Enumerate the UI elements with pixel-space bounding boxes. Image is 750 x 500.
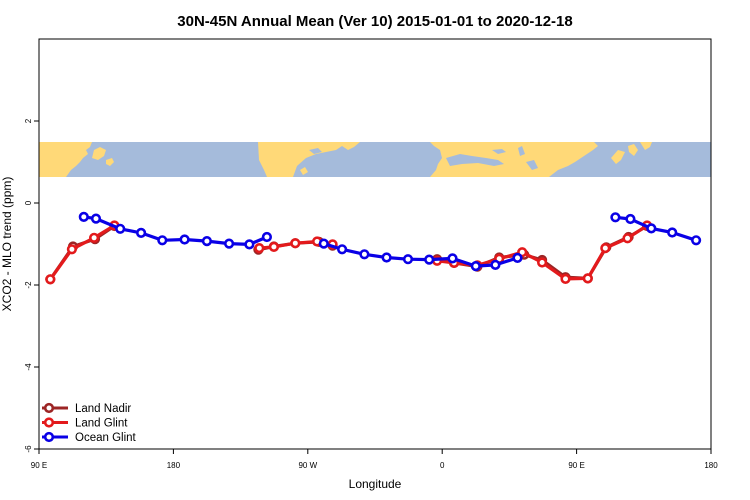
data-point-ocean-glint	[625, 213, 636, 225]
data-point-ocean-glint	[115, 223, 126, 234]
legend-label-land-nadir: Land Nadir	[75, 403, 131, 415]
data-point-ocean-glint	[690, 235, 702, 246]
map-strip-background	[39, 142, 711, 177]
x-tick-label: 90 E	[31, 461, 47, 470]
series-line-land-glint	[49, 224, 116, 281]
data-point-land-glint	[600, 243, 611, 254]
y-tick-label: -2	[24, 281, 33, 289]
x-tick-label: 180	[167, 461, 181, 470]
data-point-ocean-glint	[179, 234, 190, 245]
data-point-ocean-glint	[470, 261, 481, 272]
data-point-land-glint	[268, 241, 280, 252]
data-point-ocean-glint	[136, 227, 147, 238]
y-tick-label: -6	[24, 445, 33, 453]
y-tick-label: 0	[24, 200, 33, 205]
data-point-ocean-glint	[667, 227, 678, 238]
data-point-land-glint	[622, 233, 633, 244]
data-point-land-glint	[66, 244, 77, 255]
series-line-land-nadir	[48, 224, 116, 281]
y-tick-label: 2	[24, 118, 33, 123]
legend-label-ocean-glint: Ocean Glint	[75, 432, 137, 444]
series-line-land-glint	[436, 224, 648, 281]
data-point-land-glint	[254, 243, 265, 254]
data-point-ocean-glint	[78, 211, 89, 222]
data-point-ocean-glint	[490, 259, 501, 271]
series-line-land-nadir	[436, 224, 648, 280]
plot-frame	[38, 38, 712, 450]
data-point-ocean-glint	[261, 231, 273, 243]
legend: Land Nadir Land Glint Ocean Glint	[42, 402, 137, 444]
data-point-ocean-glint	[244, 239, 255, 250]
x-tick-label: 0	[440, 461, 445, 470]
data-point-ocean-glint	[90, 213, 102, 224]
data-point-land-glint	[582, 273, 593, 284]
axes: 90 E 180 90 W 0 90 E 180 -6 -4 -2 0 2	[24, 118, 718, 470]
data-point-ocean-glint	[224, 238, 235, 249]
legend-label-land-glint: Land Glint	[75, 418, 128, 430]
y-tick-label: -4	[24, 363, 33, 371]
data-point-ocean-glint	[157, 235, 168, 246]
data-point-ocean-glint	[424, 254, 435, 265]
chart-title: 30N-45N Annual Mean (Ver 10) 2015-01-01 …	[177, 13, 572, 30]
map-strip-land	[39, 142, 652, 177]
legend-marker-land-nadir	[43, 402, 55, 414]
data-point-land-glint	[536, 257, 548, 268]
x-tick-label: 180	[704, 461, 718, 470]
data-point-ocean-glint	[359, 249, 370, 260]
x-tick-label: 90 W	[298, 461, 317, 470]
data-point-land-glint	[560, 273, 571, 285]
data-point-ocean-glint	[646, 223, 657, 234]
series-layer	[45, 211, 702, 285]
data-point-ocean-glint	[381, 252, 392, 263]
data-point-land-glint	[45, 274, 56, 285]
data-point-ocean-glint	[337, 244, 348, 255]
data-point-ocean-glint	[201, 236, 212, 247]
x-tick-label: 90 E	[568, 461, 584, 470]
legend-marker-land-glint	[43, 417, 55, 428]
series-line-ocean-glint	[83, 215, 268, 246]
data-point-ocean-glint	[318, 238, 329, 249]
data-point-land-glint	[290, 238, 301, 249]
series-ocean-glint	[78, 211, 702, 272]
y-axis-label: XCO2 - MLO trend (ppm)	[0, 177, 14, 312]
map-strip-seas	[309, 146, 538, 170]
series-line-ocean-glint	[323, 242, 518, 268]
data-point-ocean-glint	[610, 212, 621, 223]
data-point-ocean-glint	[447, 253, 458, 264]
data-point-ocean-glint	[402, 254, 414, 265]
world-map-strip	[39, 142, 711, 177]
legend-marker-ocean-glint	[43, 431, 55, 443]
x-axis-label: Longitude	[349, 477, 402, 491]
data-point-land-glint	[88, 232, 100, 243]
data-point-ocean-glint	[512, 252, 523, 263]
